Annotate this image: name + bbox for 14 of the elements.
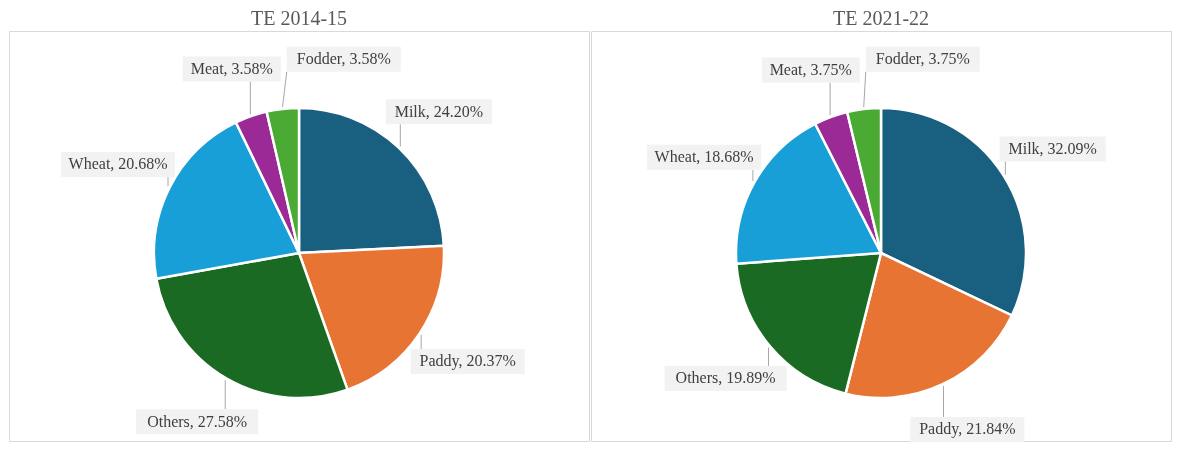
slice-label: Meat, 3.58%	[190, 60, 273, 77]
chart-title: TE 2021-22	[832, 7, 930, 29]
slice-label: Meat, 3.75%	[769, 61, 852, 79]
slice-label: Wheat, 18.68%	[654, 148, 754, 166]
slice-label: Others, 19.89%	[675, 369, 776, 387]
slice-label: Paddy, 20.37%	[419, 352, 516, 371]
chart-title: TE 2014-15	[250, 7, 348, 29]
slice-label: Milk, 24.20%	[394, 102, 484, 120]
slice-label: Fodder, 3.75%	[875, 50, 970, 68]
slice-label: Milk, 32.09%	[1008, 139, 1097, 157]
slice-label: Fodder, 3.58%	[296, 50, 391, 68]
slice-label: Paddy, 21.84%	[919, 420, 1016, 439]
slice-label: Wheat, 20.68%	[68, 155, 168, 173]
slice-label: Others, 27.58%	[147, 412, 248, 430]
